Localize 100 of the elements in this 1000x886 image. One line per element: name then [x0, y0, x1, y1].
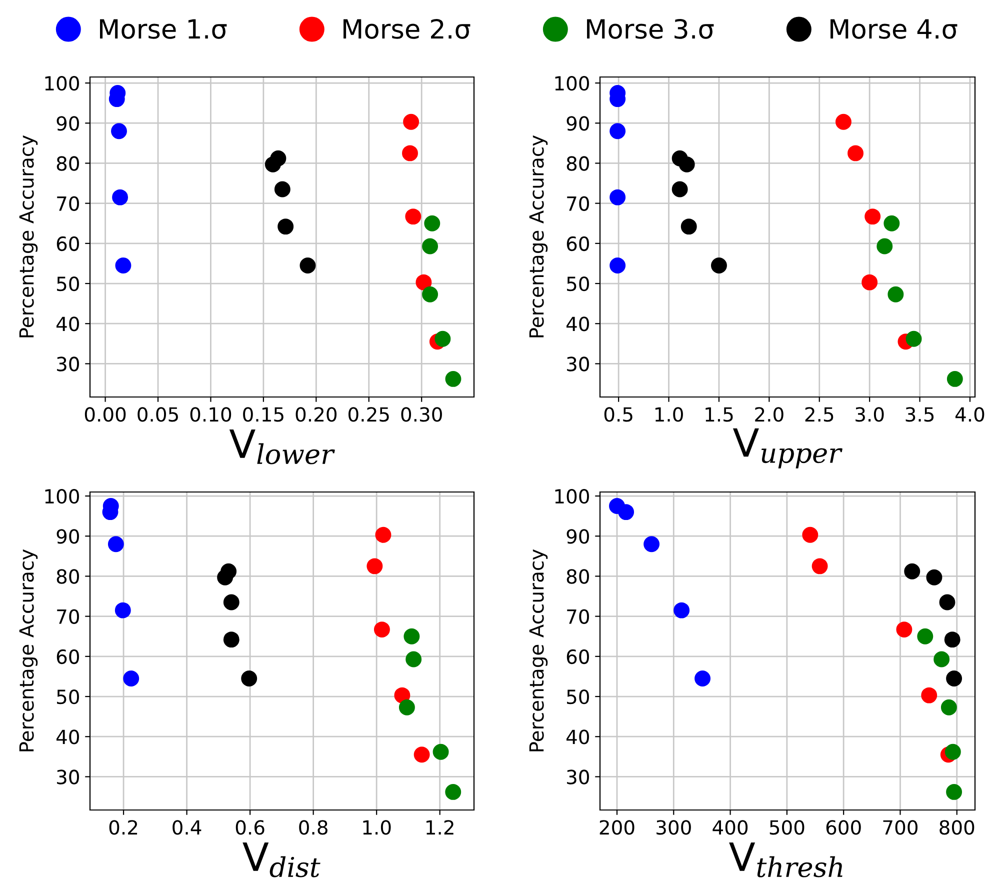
x-tick-label: 3.5 — [906, 407, 934, 422]
x-axis-title: V$_{lower}$ — [229, 429, 335, 464]
y-tick-label: 50 — [57, 276, 79, 292]
y-tick-label: 90 — [56, 116, 79, 131]
y-axis-title: Percentage Accuracy — [19, 135, 38, 338]
point — [402, 145, 418, 162]
point — [946, 784, 962, 800]
x-tick-label: 1.5 — [706, 407, 733, 422]
point — [921, 687, 938, 704]
y-tick-label: 80 — [566, 156, 589, 171]
point — [946, 370, 963, 387]
point — [618, 504, 634, 520]
x-axis-title: V$_{upper}$ — [732, 428, 842, 468]
point — [123, 670, 140, 686]
point — [610, 189, 626, 206]
legend-label: Morse 4.σ — [830, 19, 958, 39]
point — [406, 651, 422, 668]
point — [300, 257, 316, 274]
point — [835, 114, 852, 130]
point — [678, 156, 695, 172]
point — [864, 208, 881, 225]
x-tick-label: 0.20 — [296, 407, 337, 422]
point — [445, 370, 462, 387]
y-tick-label: 50 — [567, 276, 589, 292]
point — [917, 628, 934, 644]
point — [946, 670, 962, 686]
y-tick-label: 90 — [566, 529, 589, 544]
x-tick-label: 400 — [712, 820, 748, 835]
y-tick-label: 40 — [566, 316, 589, 332]
y-tick-label: 30 — [567, 770, 589, 784]
x-tick-label: 2.5 — [805, 407, 834, 422]
point — [403, 114, 420, 130]
point — [610, 123, 626, 140]
x-tick-label: 4.0 — [955, 407, 984, 422]
point — [416, 274, 432, 290]
x-tick-label: 0.2 — [109, 820, 138, 835]
y-tick-label: 50 — [567, 689, 589, 704]
point — [241, 670, 258, 686]
y-tick-label: 80 — [566, 569, 589, 584]
legend-label: Morse 2.σ — [344, 18, 470, 39]
y-tick-label: 100 — [555, 488, 589, 504]
point — [366, 558, 383, 574]
point — [278, 218, 294, 235]
point — [934, 651, 950, 668]
y-tick-label: 80 — [56, 569, 79, 584]
x-tick-label: 0.8 — [299, 820, 328, 835]
point — [848, 145, 864, 162]
y-tick-label: 40 — [56, 730, 79, 744]
y-tick-label: 70 — [57, 196, 79, 211]
y-tick-label: 60 — [56, 649, 79, 664]
point — [812, 558, 828, 574]
point — [674, 602, 690, 618]
y-tick-label: 40 — [566, 730, 589, 744]
x-tick-label: 500 — [770, 820, 804, 835]
point — [644, 536, 660, 552]
y-tick-label: 90 — [566, 116, 589, 131]
point — [884, 215, 900, 232]
x-tick-label: 0.00 — [84, 407, 126, 422]
x-tick-label: 0.6 — [236, 820, 264, 835]
legend-label: Morse 1.σ — [100, 19, 227, 39]
point — [445, 784, 462, 800]
y-tick-label: 60 — [566, 649, 589, 664]
point — [939, 594, 956, 610]
x-tick-label: 0.5 — [604, 407, 632, 422]
x-axis-title: V$_{dist}$ — [242, 842, 320, 878]
point — [906, 330, 922, 347]
x-tick-label: 3.0 — [856, 407, 884, 422]
y-tick-label: 70 — [57, 609, 79, 624]
point — [398, 699, 415, 716]
y-tick-label: 70 — [567, 196, 589, 211]
x-tick-label: 0.10 — [190, 407, 232, 422]
point — [375, 526, 392, 543]
point — [944, 632, 960, 648]
y-tick-label: 100 — [555, 76, 589, 91]
point — [274, 181, 290, 198]
y-tick-label: 100 — [45, 488, 79, 504]
y-tick-label: 40 — [56, 316, 79, 332]
point — [422, 286, 438, 302]
point — [424, 215, 440, 232]
y-tick-label: 100 — [45, 76, 79, 91]
point — [114, 602, 131, 618]
x-tick-label: 1.0 — [363, 820, 391, 835]
x-axis-title: V$_{thresh}$ — [729, 842, 842, 878]
y-tick-label: 80 — [56, 156, 79, 171]
point — [264, 156, 281, 172]
point — [680, 218, 697, 235]
legend-label: Morse 3.σ — [587, 18, 714, 39]
x-tick-label: 0.30 — [401, 407, 442, 422]
point — [888, 286, 904, 302]
point — [944, 744, 961, 760]
y-tick-label: 70 — [567, 609, 589, 624]
y-tick-label: 30 — [57, 770, 79, 784]
x-tick-label: 0.05 — [138, 407, 178, 422]
point — [394, 687, 410, 704]
y-tick-label: 30 — [57, 356, 79, 372]
point — [862, 274, 878, 290]
x-tick-label: 1.2 — [426, 820, 454, 834]
x-tick-label: 700 — [883, 820, 918, 835]
point — [414, 746, 430, 763]
point — [896, 622, 912, 638]
